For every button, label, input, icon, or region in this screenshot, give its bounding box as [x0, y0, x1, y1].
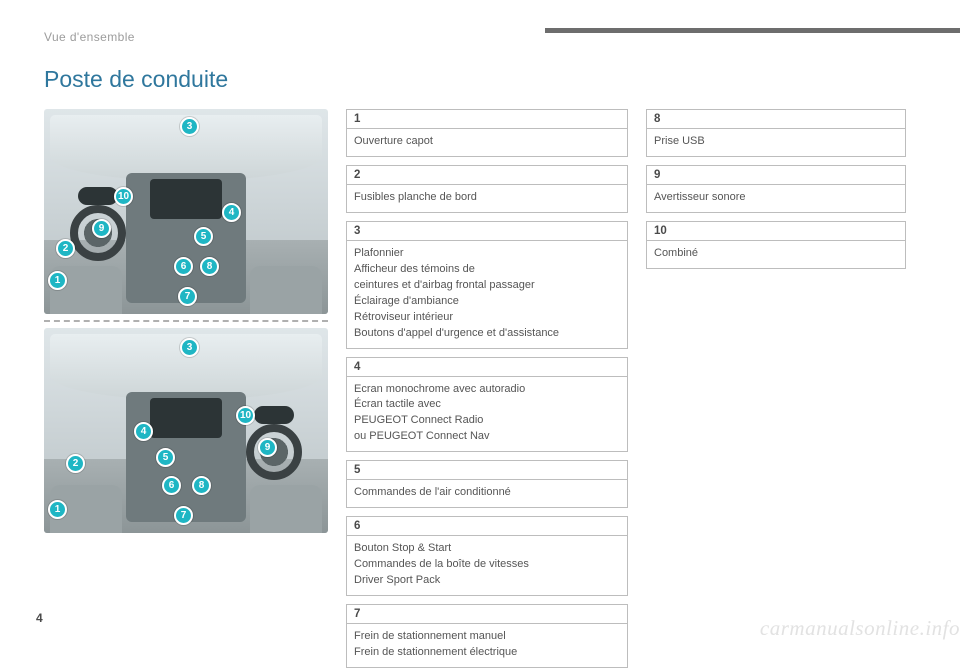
legend-card-number: 2: [347, 166, 627, 185]
legend-card: 2 Fusibles planche de bord: [346, 165, 628, 213]
callout-bubble: 7: [178, 287, 197, 306]
legend-card-body: Ecran monochrome avec autoradioÉcran tac…: [347, 377, 627, 452]
legend-card-line: Commandes de l'air conditionné: [354, 485, 620, 501]
legend-card-number: 1: [347, 110, 627, 129]
legend-card-line: PEUGEOT Connect Radio: [354, 413, 620, 429]
center-screen-shape: [150, 398, 222, 438]
legend-card-body: Bouton Stop & StartCommandes de la boîte…: [347, 536, 627, 595]
legend-card: 9 Avertisseur sonore: [646, 165, 906, 213]
legend-card-body: Commandes de l'air conditionné: [347, 480, 627, 507]
callout-bubble: 4: [222, 203, 241, 222]
legend-card-body: Prise USB: [647, 129, 905, 156]
legend-card-line: Plafonnier: [354, 246, 620, 262]
legend-card-line: Fusibles planche de bord: [354, 190, 620, 206]
legend-card-line: Combiné: [654, 246, 898, 262]
callout-bubble: 6: [174, 257, 193, 276]
legend-card-line: Frein de stationnement électrique: [354, 645, 620, 661]
legend-card-body: Avertisseur sonore: [647, 185, 905, 212]
page-title: Poste de conduite: [44, 66, 924, 93]
callout-bubble: 7: [174, 506, 193, 525]
legend-card-line: Éclairage d'ambiance: [354, 294, 620, 310]
callout-bubble: 1: [48, 271, 67, 290]
legend-card-number: 5: [347, 461, 627, 480]
center-screen-shape: [150, 179, 222, 219]
dashboard-view-rhd: 1 2 3 45 6 7 8 910: [44, 328, 328, 533]
legend-card: 8 Prise USB: [646, 109, 906, 157]
legend-card: 3PlafonnierAfficheur des témoins deceint…: [346, 221, 628, 349]
legend-card: 6Bouton Stop & StartCommandes de la boît…: [346, 516, 628, 596]
legend-card-number: 10: [647, 222, 905, 241]
legend-card-line: Afficheur des témoins de: [354, 262, 620, 278]
legend-card-line: ou PEUGEOT Connect Nav: [354, 429, 620, 445]
cards-column-1: 1 Ouverture capot 2 Fusibles planche de bor…: [346, 109, 628, 668]
seat-right-shape: [250, 266, 322, 314]
callout-bubble: 4: [134, 422, 153, 441]
dashboard-view-lhd: 1 2 3 456 78 910: [44, 109, 328, 314]
dashboard-figure: 12345678910 12345678910: [44, 109, 328, 533]
legend-card: 7Frein de stationnement manuelFrein de s…: [346, 604, 628, 668]
legend-card: 5 Commandes de l'air conditionné: [346, 460, 628, 508]
figure-column: 12345678910 12345678910: [44, 109, 328, 668]
legend-card-body: PlafonnierAfficheur des témoins deceintu…: [347, 241, 627, 348]
legend-card-number: 7: [347, 605, 627, 624]
legend-card-line: Bouton Stop & Start: [354, 541, 620, 557]
page-number: 4: [36, 611, 43, 625]
callout-bubble: 9: [258, 438, 277, 457]
legend-card-body: Frein de stationnement manuelFrein de st…: [347, 624, 627, 667]
callout-bubble: 2: [66, 454, 85, 473]
legend-card-line: Boutons d'appel d'urgence et d'assistanc…: [354, 326, 620, 342]
legend-card-body: Combiné: [647, 241, 905, 268]
page: Vue d'ensemble Poste de conduite 1234567…: [0, 0, 960, 649]
callout-bubble: 3: [180, 117, 199, 136]
callout-bubble: 9: [92, 219, 111, 238]
legend-card-number: 4: [347, 358, 627, 377]
legend-card-line: ceintures et d'airbag frontal passager: [354, 278, 620, 294]
cards-column-2: 8 Prise USB 9 Avertisseur sonore 10 Combiné: [646, 109, 906, 668]
legend-card-line: Ouverture capot: [354, 134, 620, 150]
legend-card-line: Ecran monochrome avec autoradio: [354, 382, 620, 398]
callout-bubble: 10: [114, 187, 133, 206]
legend-card: 4Ecran monochrome avec autoradioÉcran ta…: [346, 357, 628, 453]
callout-bubble: 8: [192, 476, 211, 495]
callout-bubble: 5: [194, 227, 213, 246]
legend-card-body: Fusibles planche de bord: [347, 185, 627, 212]
legend-card-line: Frein de stationnement manuel: [354, 629, 620, 645]
legend-card-number: 9: [647, 166, 905, 185]
legend-card-line: Driver Sport Pack: [354, 573, 620, 589]
legend-card-line: Commandes de la boîte de vitesses: [354, 557, 620, 573]
callout-bubble: 6: [162, 476, 181, 495]
instrument-cluster-shape: [254, 406, 294, 424]
callout-bubble: 10: [236, 406, 255, 425]
seat-right-shape: [250, 485, 322, 533]
legend-card-number: 3: [347, 222, 627, 241]
legend-card: 1 Ouverture capot: [346, 109, 628, 157]
watermark: carmanualsonline.info: [760, 616, 960, 641]
legend-card-line: Rétroviseur intérieur: [354, 310, 620, 326]
legend-card-line: Avertisseur sonore: [654, 190, 898, 206]
legend-card-number: 6: [347, 517, 627, 536]
legend-card-number: 8: [647, 110, 905, 129]
callout-bubble: 3: [180, 338, 199, 357]
callout-bubble: 5: [156, 448, 175, 467]
legend-card-line: Écran tactile avec: [354, 397, 620, 413]
legend-card-line: Prise USB: [654, 134, 898, 150]
legend-card-body: Ouverture capot: [347, 129, 627, 156]
callout-bubble: 8: [200, 257, 219, 276]
instrument-cluster-shape: [78, 187, 118, 205]
top-accent-bar: [545, 28, 960, 33]
figure-divider: [44, 320, 328, 322]
content-columns: 12345678910 12345678910 1Ouverture capot…: [44, 109, 924, 668]
legend-card: 10 Combiné: [646, 221, 906, 269]
callout-bubble: 2: [56, 239, 75, 258]
callout-bubble: 1: [48, 500, 67, 519]
